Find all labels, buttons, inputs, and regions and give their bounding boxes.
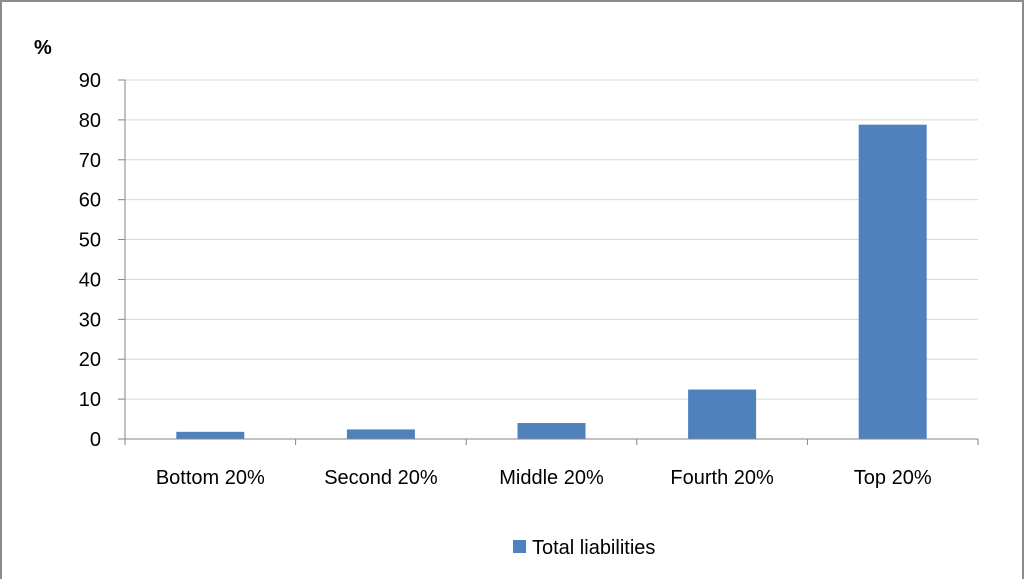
- y-tick-label: 20: [79, 349, 101, 371]
- x-tick-label: Top 20%: [854, 467, 932, 489]
- y-tick-label: 50: [79, 230, 101, 252]
- bar: [858, 124, 927, 440]
- y-tick-label: 10: [79, 389, 101, 411]
- y-tick-label: 0: [90, 429, 101, 451]
- legend: Total liabilities: [513, 537, 655, 559]
- y-tick-label: 90: [79, 70, 101, 92]
- legend-label: Total liabilities: [532, 537, 655, 559]
- x-tick-labels: Bottom 20% Second 20% Middle 20% Fourth 20%…: [156, 467, 932, 489]
- gridlines: [118, 79, 978, 440]
- x-tick-label: Middle 20%: [499, 467, 604, 489]
- y-tick-label: 60: [79, 190, 101, 212]
- axes: [124, 80, 979, 445]
- bar: [176, 431, 245, 439]
- y-tick-label: 80: [79, 110, 101, 132]
- bars: [176, 124, 927, 440]
- bar: [688, 389, 757, 439]
- bar: [346, 429, 415, 439]
- x-tick-label: Second 20%: [324, 467, 438, 489]
- y-tick-label: 40: [79, 269, 101, 291]
- legend-swatch: [513, 540, 526, 553]
- x-tick-label: Fourth 20%: [670, 467, 774, 489]
- y-tick-labels: 0 10 20 30 40 50 60 70 80 90: [79, 70, 101, 451]
- y-tick-label: 30: [79, 309, 101, 331]
- y-unit-label: %: [34, 37, 52, 59]
- bar: [517, 423, 586, 439]
- x-tick-label: Bottom 20%: [156, 467, 265, 489]
- y-tick-label: 70: [79, 150, 101, 172]
